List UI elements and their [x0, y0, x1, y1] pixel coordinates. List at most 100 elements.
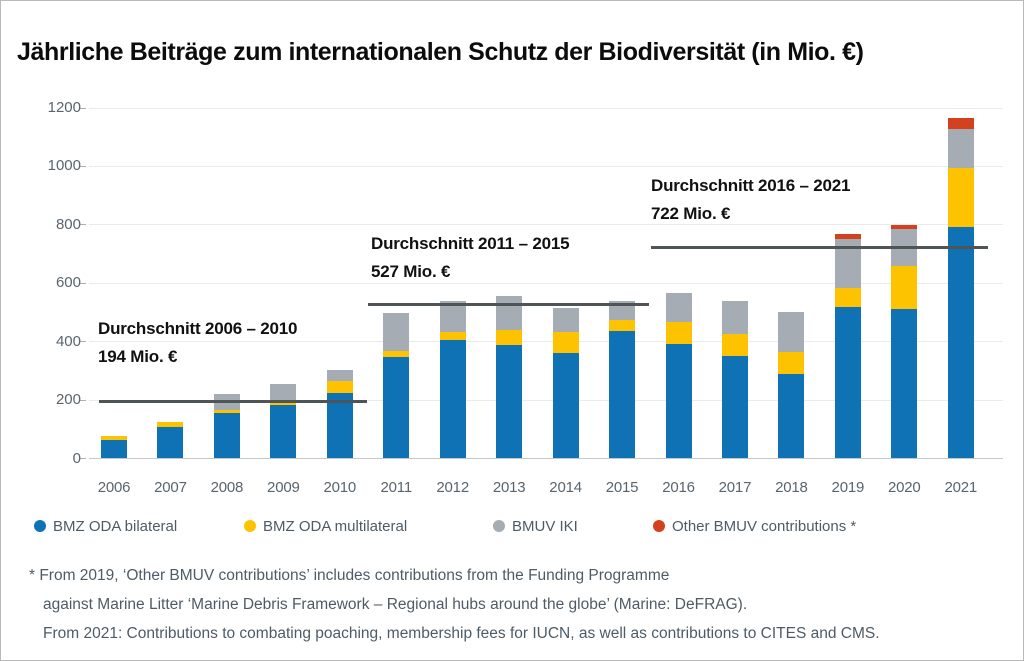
bar-segment-2010-iki	[326, 369, 353, 382]
average-annotation: Durchschnitt 2011 – 2015 527 Mio. €	[371, 230, 570, 286]
average-annotation: Durchschnitt 2006 – 2010 194 Mio. €	[98, 315, 298, 371]
bar-segment-2014-bilateral	[552, 353, 579, 458]
bar-segment-2011-bilateral	[383, 357, 410, 458]
y-axis-label: 200	[55, 391, 81, 409]
x-axis-label: 2019	[831, 479, 865, 496]
bar-segment-2011-iki	[383, 313, 410, 351]
bar-segment-2011-multilateral	[383, 350, 410, 358]
bar-segment-2009-multilateral	[270, 403, 297, 406]
y-axis-label: 1200	[47, 99, 81, 116]
legend-item-bilateral: BMZ ODA bilateral	[34, 517, 178, 535]
footnote-line: From 2021: Contributions to combating po…	[43, 625, 880, 642]
footnote-line: * From 2019, ‘Other BMUV contributions’ …	[29, 567, 670, 584]
chart-title: Jährliche Beiträge zum internationalen S…	[17, 37, 864, 66]
gridline-1000	[89, 165, 1003, 167]
gridline-600	[89, 282, 1003, 284]
legend-label: BMZ ODA multilateral	[263, 517, 408, 535]
gridline-800	[89, 224, 1003, 226]
x-axis-label: 2015	[605, 479, 639, 496]
legend-item-other: Other BMUV contributions *	[653, 517, 857, 535]
bar-segment-2012-multilateral	[439, 332, 466, 341]
legend-dot-icon	[34, 520, 46, 532]
bar-segment-2019-bilateral	[834, 307, 861, 458]
y-axis-tick	[80, 282, 86, 284]
footnote: * From 2019, ‘Other BMUV contributions’ …	[29, 561, 880, 648]
bar-segment-2013-bilateral	[496, 344, 523, 458]
gridline-200	[89, 399, 1003, 401]
average-annotation-value: 527 Mio. €	[371, 262, 451, 281]
bar-segment-2013-multilateral	[496, 330, 523, 345]
bar-segment-2016-iki	[665, 292, 692, 322]
x-axis-label: 2011	[380, 479, 413, 496]
y-axis-tick	[80, 107, 86, 109]
x-axis-label: 2009	[267, 479, 300, 496]
legend-item-multilateral: BMZ ODA multilateral	[244, 517, 408, 535]
bar-segment-2018-multilateral	[778, 351, 805, 375]
bar-segment-2013-iki	[496, 296, 523, 331]
bar-segment-2015-bilateral	[609, 331, 636, 458]
y-axis-label: 1000	[47, 157, 81, 175]
bar-segment-2008-multilateral	[213, 409, 240, 413]
average-annotation: Durchschnitt 2016 – 2021 722 Mio. €	[651, 172, 851, 228]
gridline-400	[89, 341, 1003, 343]
y-axis-tick	[80, 458, 86, 459]
x-axis-label: 2012	[436, 479, 469, 496]
x-axis-label: 2020	[888, 479, 921, 496]
y-axis-label: 400	[55, 332, 81, 350]
bar-segment-2017-multilateral	[721, 334, 748, 357]
legend-label: BMUV IKI	[512, 517, 578, 535]
bar-segment-2017-iki	[721, 300, 748, 335]
x-axis-label: 2017	[718, 479, 752, 496]
legend-dot-icon	[244, 520, 256, 532]
bar-segment-2009-iki	[270, 384, 297, 404]
bar-segment-2016-bilateral	[665, 344, 692, 458]
y-axis-label: 0	[72, 449, 81, 467]
bar-segment-2021-bilateral	[947, 226, 974, 458]
bar-segment-2006-multilateral	[101, 436, 127, 441]
legend-dot-icon	[653, 520, 665, 532]
bar-segment-2019-multilateral	[834, 288, 861, 308]
bar-segment-2007-multilateral	[157, 422, 184, 427]
x-axis-label: 2008	[210, 479, 244, 496]
bar-segment-2015-multilateral	[609, 319, 636, 332]
bar-segment-2018-bilateral	[778, 374, 805, 458]
gridline-1200	[89, 107, 1003, 109]
bar-segment-2020-bilateral	[891, 309, 918, 458]
legend-label: Other BMUV contributions *	[672, 517, 857, 535]
bar-segment-2020-other	[891, 225, 918, 229]
bar-segment-2021-other	[947, 118, 974, 130]
legend-label: BMZ ODA bilateral	[53, 517, 178, 535]
y-axis-label: 800	[55, 215, 81, 233]
bar-segment-2016-multilateral	[665, 321, 692, 345]
y-axis-tick	[80, 341, 86, 343]
bar-segment-2018-iki	[778, 311, 805, 352]
bar-segment-2021-iki	[947, 129, 974, 169]
bar-segment-2014-iki	[552, 308, 579, 332]
bar-segment-2019-other	[834, 234, 861, 239]
x-axis-label: 2014	[549, 479, 582, 496]
bar-segment-2008-bilateral	[213, 412, 240, 458]
x-axis-line	[89, 458, 1003, 459]
x-axis-label: 2016	[662, 479, 695, 496]
bar-segment-2007-bilateral	[157, 426, 184, 458]
y-axis-tick	[80, 224, 86, 226]
average-annotation-title: Durchschnitt 2011 – 2015	[371, 234, 570, 253]
x-axis-label: 2013	[492, 479, 526, 496]
x-axis-label: 2021	[944, 479, 978, 496]
y-axis-label: 600	[55, 274, 81, 292]
bar-segment-2010-multilateral	[326, 381, 353, 393]
bar-segment-2010-bilateral	[326, 392, 353, 458]
average-annotation-title: Durchschnitt 2016 – 2021	[651, 176, 851, 195]
bar-segment-2009-bilateral	[270, 405, 297, 458]
x-axis-label: 2007	[154, 479, 187, 496]
x-axis-label: 2018	[775, 479, 808, 496]
bar-segment-2012-bilateral	[439, 340, 466, 458]
bar-segment-2020-multilateral	[891, 266, 918, 310]
average-annotation-value: 722 Mio. €	[651, 204, 731, 223]
average-annotation-title: Durchschnitt 2006 – 2010	[98, 319, 298, 338]
average-line-2016-2021	[650, 246, 988, 250]
average-line-2011-2015	[368, 303, 650, 307]
bar-segment-2021-multilateral	[947, 168, 974, 227]
bar-segment-2017-bilateral	[721, 356, 748, 458]
